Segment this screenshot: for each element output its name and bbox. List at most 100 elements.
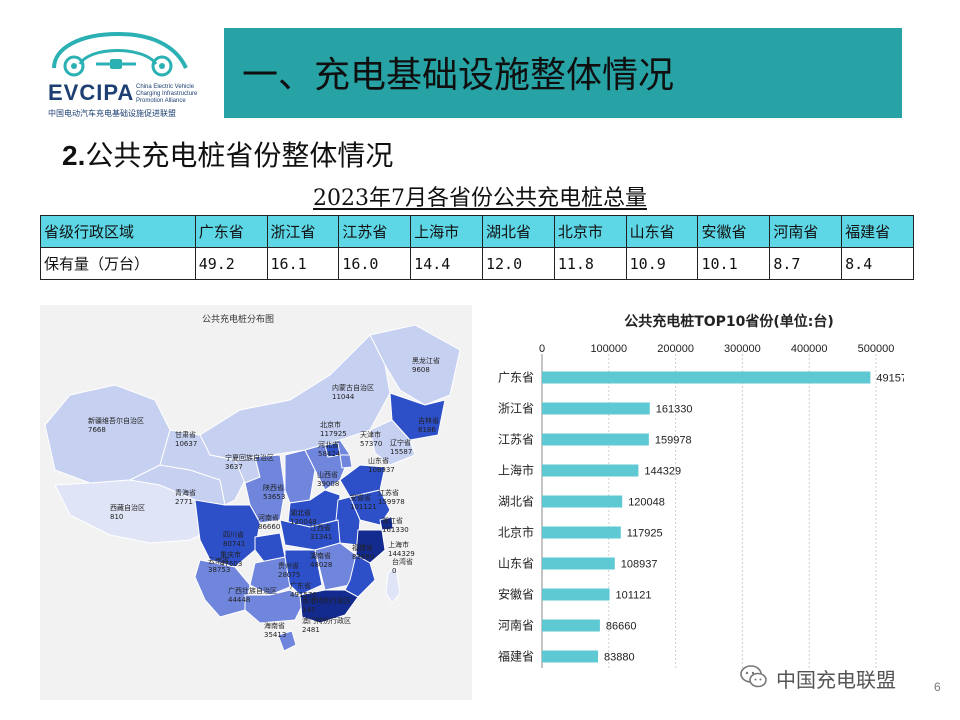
bar: [542, 371, 871, 384]
bar-data-label: 144329: [644, 466, 681, 478]
map-region-value: 9608: [412, 366, 430, 374]
table-header-cell: 山东省: [625, 215, 699, 248]
map-region-value: 0: [392, 567, 396, 575]
bar-data-label: 159978: [655, 435, 692, 447]
table-cell: 12.0: [482, 247, 555, 280]
x-tick-label: 200000: [657, 343, 694, 355]
bar-chart-svg: 公共充电桩TOP10省份(单位:台) 0 100000 200000 300000 40…: [498, 313, 913, 668]
map-region-value: 117925: [320, 430, 347, 438]
map-region-label: 香港特别行政区: [302, 596, 351, 605]
table-cell: 10.1: [697, 247, 771, 280]
map-region-label: 湖南省: [310, 551, 331, 560]
category-label: 上海市: [498, 463, 534, 478]
table-cell: 11.8: [553, 247, 627, 280]
map-region-label: 江苏省: [378, 488, 399, 497]
map-region-label: 黑龙江省: [412, 356, 440, 365]
x-tick-label: 500000: [858, 343, 895, 355]
table-cell: 14.4: [410, 247, 483, 280]
table-header-cell: 安徽省: [697, 215, 771, 248]
map-region-label: 陕西省: [263, 483, 284, 492]
map-region-value: 810: [110, 513, 123, 521]
region-yunnan: [194, 559, 251, 618]
category-label: 广东省: [498, 371, 534, 385]
chart-title: 公共充电桩TOP10省份(单位:台): [624, 313, 834, 330]
category-label: 北京市: [498, 525, 534, 540]
map-region-value: 31341: [310, 533, 332, 541]
category-label: 湖北省: [498, 494, 534, 509]
charging-map-panel: 公共充电桩分布图: [40, 305, 472, 700]
map-region-value: 53653: [263, 493, 285, 501]
logo-brand-en: China Electric Vehicle Charging Infrastr…: [136, 84, 198, 104]
table-row-label: 保有量（万台）: [40, 247, 196, 280]
x-tick-label: 300000: [724, 343, 761, 355]
map-region-value: 101121: [350, 503, 377, 511]
table-header-cell: 浙江省: [266, 215, 340, 248]
bar-data-label: 108937: [621, 559, 658, 571]
x-tick-label: 400000: [791, 343, 828, 355]
map-region-value: 57370: [360, 440, 382, 448]
title-bar: 一、充电基础设施整体情况: [224, 28, 902, 118]
map-region-value: 48028: [310, 561, 332, 569]
footer-brand: 中国充电联盟: [776, 668, 896, 692]
map-region-value: 120048: [290, 518, 317, 526]
bar: [542, 588, 610, 601]
map-region-label: 吉林省: [418, 416, 439, 425]
table-header-cell: 上海市: [410, 215, 483, 248]
section-title-text: 公共充电桩省份整体情况: [85, 139, 394, 172]
bar-data-label: 491570: [876, 373, 904, 385]
map-region-label: 广东省: [290, 581, 311, 590]
section-number: 2.: [62, 140, 86, 171]
map-region-label: 宁夏回族自治区: [225, 453, 274, 462]
map-region-label: 贵州省: [278, 561, 299, 570]
map-region-value: 58424: [318, 450, 341, 458]
map-region-label: 河南省: [258, 513, 279, 522]
section-title: 2.公共充电桩省份整体情况: [62, 134, 393, 174]
region-taiwan: [385, 566, 401, 604]
map-shapes: [44, 324, 461, 652]
map-region-label: 云南省: [208, 556, 229, 565]
page-number: 6: [934, 680, 941, 694]
map-region-label: 辽宁省: [390, 438, 411, 447]
bar-data-label: 83880: [604, 652, 635, 664]
map-region-value: 15587: [390, 448, 412, 456]
table-cell: 16.0: [338, 247, 412, 280]
bar: [542, 464, 639, 477]
table-cell: 8.4: [841, 247, 914, 280]
china-map: 公共充电桩分布图: [44, 313, 461, 652]
map-region-value: 44448: [228, 596, 250, 604]
region-guangxi: [244, 589, 306, 624]
map-region-value: 2771: [175, 498, 193, 506]
bar: [542, 650, 599, 663]
evcipa-logo: EVCIPA China Electric Vehicle Charging I…: [40, 24, 200, 124]
region-hainan: [277, 630, 297, 652]
map-region-label: 澳门特别行政区: [302, 616, 351, 625]
map-region-value: 86660: [258, 523, 280, 531]
bar: [542, 495, 623, 508]
map-region-value: 144329: [388, 550, 415, 558]
map-region-value: 80741: [223, 540, 245, 548]
chart-x-ticks: 0 100000 200000 300000 400000 500000: [539, 343, 894, 355]
map-region-value: 39008: [317, 480, 339, 488]
category-label: 浙江省: [498, 402, 534, 416]
table-cell: 16.1: [266, 247, 340, 280]
table-header-cell: 河南省: [769, 215, 843, 248]
slide-title: 一、充电基础设施整体情况: [242, 55, 675, 96]
map-region-value: 491570: [290, 591, 317, 599]
x-tick-label: 100000: [590, 343, 627, 355]
map-region-label: 山西省: [317, 470, 338, 479]
province-stats-table: 省级行政区域 广东省 浙江省 江苏省 上海市 湖北省 北京市 山东省 安徽省 河…: [40, 215, 914, 280]
table-cell: 8.7: [769, 247, 843, 280]
bar-data-label: 120048: [628, 497, 665, 509]
region-guangdong: [299, 589, 359, 624]
x-tick-label: 0: [539, 343, 545, 355]
map-region-label: 新疆维吾尔自治区: [88, 416, 144, 425]
bar-data-label: 101121: [616, 590, 652, 602]
map-region-label: 浙江省: [382, 516, 403, 525]
map-region-label: 河北省: [318, 440, 339, 449]
map-region-value: 10637: [175, 440, 197, 448]
map-region-label: 天津市: [360, 430, 381, 439]
bar: [542, 526, 621, 539]
map-region-value: 83880: [352, 553, 374, 561]
map-region-label: 安徽省: [350, 493, 371, 502]
